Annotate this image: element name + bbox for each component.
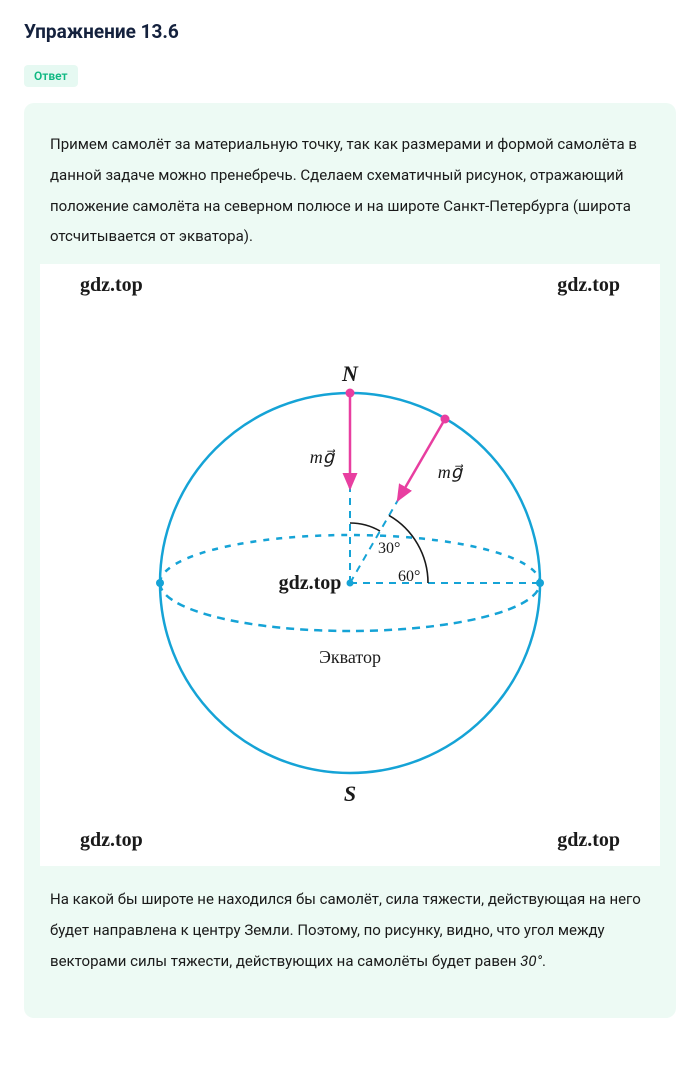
svg-text:gdz.top: gdz.top: [279, 572, 342, 594]
sphere-diagram: N Smg⃗ mg⃗ 30° 60° Экватор gdz.top: [120, 303, 580, 823]
paragraph-2-before: На какой бы широте не находился бы самол…: [50, 890, 641, 970]
angle-result: 30°: [520, 952, 542, 970]
watermark-text: gdz.top: [557, 829, 620, 852]
watermark-text: gdz.top: [80, 829, 143, 852]
paragraph-1: Примем самолёт за материальную точку, та…: [50, 129, 650, 252]
page-title: Упражнение 13.6: [24, 20, 676, 43]
watermark-text: gdz.top: [80, 274, 143, 297]
svg-text:mg⃗: mg⃗: [310, 447, 336, 467]
svg-text:60°: 60°: [398, 568, 420, 585]
answer-badge: Ответ: [24, 65, 78, 87]
svg-text:mg⃗: mg⃗: [438, 462, 464, 482]
figure-container: gdz.top gdz.top N Smg⃗ mg⃗ 30° 60° Экватор gdz…: [40, 264, 660, 866]
watermark-row-bottom: gdz.top gdz.top: [50, 829, 650, 852]
svg-text:S: S: [344, 781, 356, 806]
svg-text:N: N: [341, 361, 359, 386]
watermark-text: gdz.top: [557, 274, 620, 297]
svg-text:30°: 30°: [378, 540, 400, 557]
answer-block: Примем самолёт за материальную точку, та…: [24, 103, 676, 1018]
svg-text:Экватор: Экватор: [319, 647, 381, 667]
paragraph-2: На какой бы широте не находился бы самол…: [50, 884, 650, 976]
paragraph-2-after: .: [542, 952, 546, 970]
diagram-holder: N Smg⃗ mg⃗ 30° 60° Экватор gdz.top: [50, 303, 650, 823]
watermark-row-top: gdz.top gdz.top: [50, 274, 650, 297]
